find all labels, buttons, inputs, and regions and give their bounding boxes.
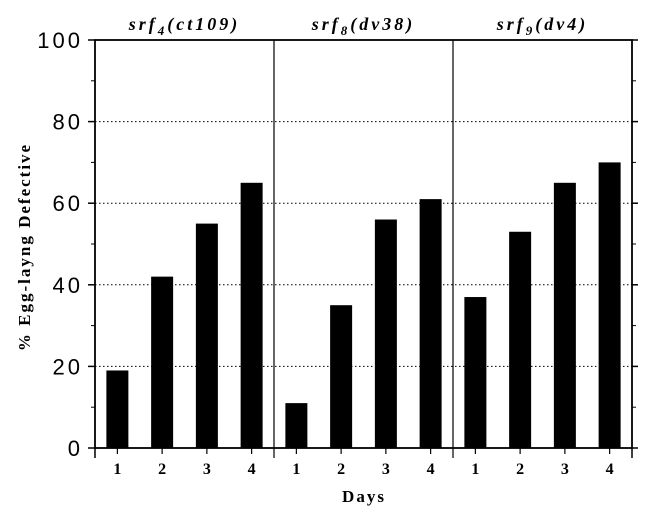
x-tick-label: 1 [113,461,121,478]
panel-title: srf8(dv38) [311,14,416,38]
panel-title-subscript: 9 [526,23,536,38]
bar-panel1-day3 [195,223,218,448]
x-tick-label: 1 [292,461,300,478]
bar-panel1-day1 [106,370,129,448]
panel-title-prefix: srf [128,14,158,34]
y-tick-label: 100 [37,28,83,53]
bar-panel2-day4 [419,199,442,448]
x-axis-label: Days [342,487,386,506]
panel-title-prefix: srf [311,14,341,34]
panel-title-suffix: (dv38) [350,14,415,35]
x-tick-label: 4 [606,461,614,478]
x-tick-label: 4 [248,461,256,478]
panel-title: srf4(ct109) [128,14,241,38]
panel-title-suffix: (ct109) [167,14,240,35]
panel-title-suffix: (dv4) [535,14,588,35]
bar-panel3-day2 [509,231,532,448]
x-tick-label: 3 [382,461,390,478]
y-tick-label: 0 [68,436,83,461]
y-tick-label: 20 [53,354,83,379]
grid-lines [95,121,632,367]
bar-panel2-day1 [285,403,308,448]
y-tick-label: 60 [53,191,83,216]
bar-panel3-day4 [598,162,621,448]
panel-title-prefix: srf [496,14,526,34]
bar-panel3-day3 [553,182,576,449]
bar-panel1-day4 [240,182,263,449]
bar-panel2-day3 [374,219,397,448]
panel-title-subscript: 4 [157,23,168,38]
x-tick-label: 1 [471,461,479,478]
bars [106,162,621,449]
y-axis-label: % Egg-layng Defective [15,143,34,351]
panel-title: srf9(dv4) [496,14,589,38]
x-tick-label: 3 [203,461,211,478]
x-tick-label: 4 [427,461,435,478]
bar-panel2-day2 [330,305,353,448]
y-tick-label: 40 [53,273,83,298]
x-tick-label: 2 [158,461,166,478]
plot-frame [94,39,633,449]
bar-panel1-day2 [151,276,174,448]
y-tick-label: 80 [53,110,83,135]
axes [88,39,638,458]
x-tick-label: 3 [561,461,569,478]
bar-panel3-day1 [464,297,487,448]
x-tick-label: 2 [516,461,524,478]
x-tick-label: 2 [337,461,345,478]
panel-title-subscript: 8 [341,23,351,38]
